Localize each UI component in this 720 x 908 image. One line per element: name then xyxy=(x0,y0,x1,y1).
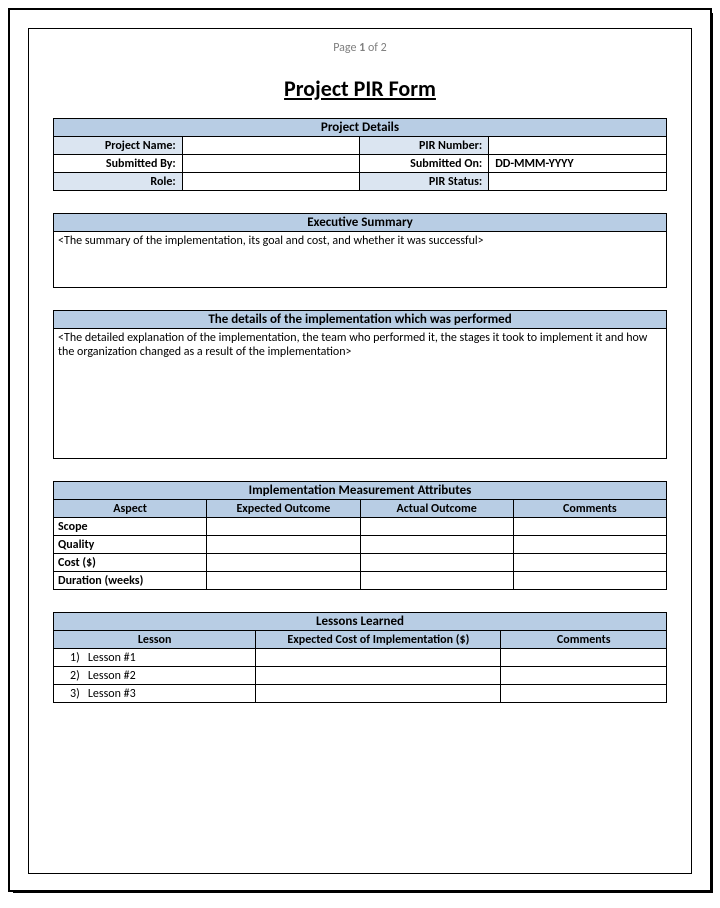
cell xyxy=(207,554,360,572)
cell xyxy=(360,518,513,536)
label-role: Role: xyxy=(54,173,183,191)
lesson-label: Lesson #2 xyxy=(88,669,136,683)
table-row: Scope xyxy=(54,518,667,536)
page-total: 2 xyxy=(381,41,387,55)
value-pir-status xyxy=(489,173,667,191)
lesson-num: 1) xyxy=(70,651,80,665)
lesson-1: 1) Lesson #1 xyxy=(54,649,256,667)
measurement-header: Implementation Measurement Attributes xyxy=(54,482,667,500)
page-number: Page 1 of 2 xyxy=(53,41,667,55)
table-row: Quality xyxy=(54,536,667,554)
form-title: Project PIR Form xyxy=(53,75,667,102)
cell xyxy=(256,649,501,667)
page-of: of xyxy=(365,41,380,55)
cell xyxy=(501,685,667,703)
cell xyxy=(513,554,666,572)
table-row: Lesson Expected Cost of Implementation (… xyxy=(54,631,667,649)
measurement-table: Implementation Measurement Attributes As… xyxy=(53,481,667,590)
lessons-header: Lessons Learned xyxy=(54,613,667,631)
cell xyxy=(501,649,667,667)
lesson-2: 2) Lesson #2 xyxy=(54,667,256,685)
table-row: 1) Lesson #1 xyxy=(54,649,667,667)
executive-summary-body: <The summary of the implementation, its … xyxy=(54,232,667,288)
table-row: Cost ($) xyxy=(54,554,667,572)
page-prefix: Page xyxy=(333,41,359,55)
col-comments: Comments xyxy=(513,500,666,518)
label-project-name: Project Name: xyxy=(54,137,183,155)
lessons-table: Lessons Learned Lesson Expected Cost of … xyxy=(53,612,667,703)
col-lesson-cost: Expected Cost of Implementation ($) xyxy=(256,631,501,649)
page-inner-frame: Page 1 of 2 Project PIR Form Project Det… xyxy=(28,28,692,874)
lesson-label: Lesson #1 xyxy=(88,651,136,665)
implementation-details-table: The details of the implementation which … xyxy=(53,310,667,459)
table-row: 2) Lesson #2 xyxy=(54,667,667,685)
table-row: Role: PIR Status: xyxy=(54,173,667,191)
aspect-quality: Quality xyxy=(54,536,207,554)
col-expected: Expected Outcome xyxy=(207,500,360,518)
cell xyxy=(207,518,360,536)
cell xyxy=(207,572,360,590)
table-row: 3) Lesson #3 xyxy=(54,685,667,703)
project-details-table: Project Details Project Name: PIR Number… xyxy=(53,118,667,191)
table-row: Project Name: PIR Number: xyxy=(54,137,667,155)
aspect-duration: Duration (weeks) xyxy=(54,572,207,590)
label-pir-number: PIR Number: xyxy=(360,137,489,155)
executive-summary-header: Executive Summary xyxy=(54,214,667,232)
label-submitted-on: Submitted On: xyxy=(360,155,489,173)
label-pir-status: PIR Status: xyxy=(360,173,489,191)
cell xyxy=(513,536,666,554)
table-row: Duration (weeks) xyxy=(54,572,667,590)
lesson-3: 3) Lesson #3 xyxy=(54,685,256,703)
implementation-details-header: The details of the implementation which … xyxy=(54,311,667,329)
value-role xyxy=(182,173,360,191)
col-aspect: Aspect xyxy=(54,500,207,518)
col-lesson: Lesson xyxy=(54,631,256,649)
cell xyxy=(256,685,501,703)
executive-summary-table: Executive Summary <The summary of the im… xyxy=(53,213,667,288)
implementation-details-body: <The detailed explanation of the impleme… xyxy=(54,329,667,459)
lesson-num: 2) xyxy=(70,669,80,683)
cell xyxy=(256,667,501,685)
project-details-header: Project Details xyxy=(54,119,667,137)
col-lesson-comments: Comments xyxy=(501,631,667,649)
lesson-num: 3) xyxy=(70,687,80,701)
col-actual: Actual Outcome xyxy=(360,500,513,518)
page-outer-frame: Page 1 of 2 Project PIR Form Project Det… xyxy=(8,8,712,892)
table-row: Aspect Expected Outcome Actual Outcome C… xyxy=(54,500,667,518)
cell xyxy=(513,572,666,590)
value-pir-number xyxy=(489,137,667,155)
lesson-label: Lesson #3 xyxy=(88,687,136,701)
table-row: Submitted By: Submitted On: DD-MMM-YYYY xyxy=(54,155,667,173)
cell xyxy=(360,536,513,554)
cell xyxy=(501,667,667,685)
cell xyxy=(207,536,360,554)
value-submitted-on: DD-MMM-YYYY xyxy=(489,155,667,173)
cell xyxy=(360,572,513,590)
value-submitted-by xyxy=(182,155,360,173)
aspect-cost: Cost ($) xyxy=(54,554,207,572)
cell xyxy=(360,554,513,572)
label-submitted-by: Submitted By: xyxy=(54,155,183,173)
value-project-name xyxy=(182,137,360,155)
aspect-scope: Scope xyxy=(54,518,207,536)
cell xyxy=(513,518,666,536)
